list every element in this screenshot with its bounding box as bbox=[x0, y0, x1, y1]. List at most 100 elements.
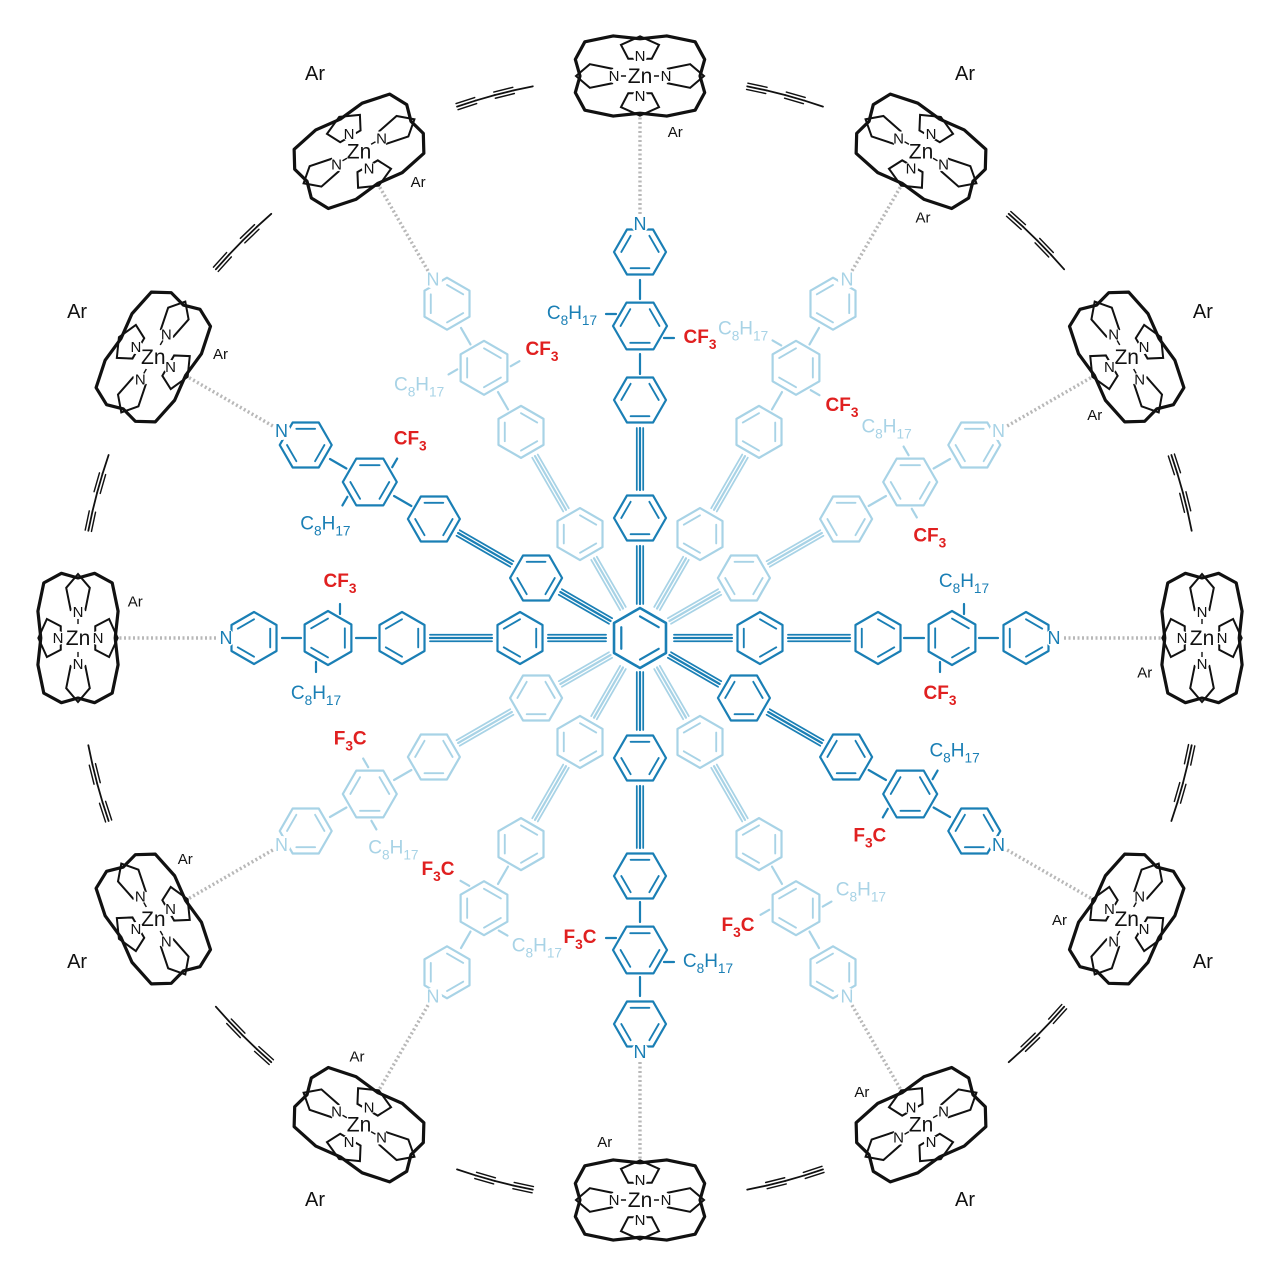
spoke-alkyne-outer-bond bbox=[767, 530, 821, 561]
cf3-bond bbox=[761, 910, 770, 915]
spoke-alkyne-inner-bond bbox=[671, 652, 721, 681]
octyl-label: C8H17 bbox=[512, 936, 562, 961]
porphyrin-n-label: N bbox=[926, 126, 937, 143]
porphyrin-n-label: N bbox=[1139, 921, 1150, 938]
cf3-label: CF3 bbox=[684, 327, 717, 352]
zn-label: Zn bbox=[347, 140, 372, 163]
octyl-label: C8H17 bbox=[683, 951, 733, 976]
pyridine-n-label: N bbox=[992, 835, 1005, 855]
porphyrin-n-label: N bbox=[364, 1099, 375, 1116]
aryl-label-inner: Ar bbox=[128, 594, 143, 611]
spoke-alkyne-inner bbox=[657, 558, 686, 608]
spoke-alkyne-outer-bond bbox=[767, 715, 821, 746]
spoke-alkyne-inner-bond bbox=[591, 560, 620, 610]
spoke-biaryl-bond bbox=[810, 932, 820, 948]
octyl-bond bbox=[342, 497, 347, 506]
pyridine-n-label: N bbox=[427, 986, 440, 1006]
cf3-label: F3C bbox=[722, 915, 755, 940]
octyl-label: C8H17 bbox=[300, 514, 350, 539]
pyridine-n-label: N bbox=[275, 421, 288, 441]
spoke-alkyne-outer-bond bbox=[770, 536, 824, 567]
spoke-biaryl-bond bbox=[498, 392, 508, 409]
butadiyne-link-single bbox=[103, 455, 109, 474]
spoke-alkyne-outer-bond bbox=[770, 709, 824, 740]
butadiyne-link-single bbox=[785, 1175, 804, 1180]
spoke-alkyne-outer-bond bbox=[717, 458, 748, 512]
pyridine-n-label: N bbox=[220, 628, 233, 648]
porphyrin-n-label: N bbox=[161, 933, 172, 950]
butadiyne-link-single bbox=[1009, 1049, 1024, 1062]
zn-label: Zn bbox=[1114, 908, 1139, 931]
butadiyne-link bbox=[103, 802, 109, 821]
spoke-alkyne-inner-bond bbox=[654, 557, 683, 607]
cf3-bond bbox=[811, 390, 820, 395]
butadiyne-link-single bbox=[1188, 512, 1192, 531]
spoke-alkyne-inner bbox=[657, 667, 686, 717]
template-spokes: NCF3C8H17NCF3C8H17NCF3C8H17NCF3C8H17NF3C… bbox=[92, 90, 1188, 1186]
spoke-biaryl-bond bbox=[810, 328, 820, 344]
octyl-label: C8H17 bbox=[368, 838, 418, 863]
butadiyne-link-single bbox=[457, 1169, 476, 1175]
spoke-alkyne-outer-bond bbox=[460, 530, 514, 561]
porphyrin-n-label: N bbox=[635, 1172, 646, 1189]
porphyrin-n-label: N bbox=[161, 326, 172, 343]
porphyrin-n-label: N bbox=[938, 1104, 949, 1121]
porphyrin-n-label: N bbox=[926, 1134, 937, 1151]
spoke-alkyne-outer bbox=[535, 456, 566, 510]
butadiyne-link bbox=[804, 1169, 823, 1175]
porphyrin-n-label: N bbox=[93, 630, 104, 647]
cf3-label: CF3 bbox=[825, 395, 858, 420]
porphyrin-n-label: N bbox=[73, 656, 84, 673]
butadiyne-link-single bbox=[92, 493, 97, 512]
porphyrin-n-label: N bbox=[635, 48, 646, 65]
cf3-bond bbox=[392, 459, 397, 468]
zn-label: Zn bbox=[347, 1113, 372, 1136]
porphyrin-n-label: N bbox=[331, 1104, 342, 1121]
butadiyne-link-single bbox=[514, 86, 533, 90]
spoke-alkyne-inner-bond bbox=[654, 669, 683, 719]
porphyrin-n-label: N bbox=[661, 1192, 672, 1209]
spoke-alkyne-inner-bond bbox=[562, 589, 612, 618]
spoke-alkyne-outer bbox=[535, 766, 566, 820]
butadiyne-link bbox=[1171, 455, 1177, 474]
butadiyne-link-single bbox=[1051, 255, 1064, 270]
pyridine-n-label: N bbox=[634, 1042, 647, 1062]
octyl-label: C8H17 bbox=[939, 571, 989, 596]
spoke-alkyne-inner-bond bbox=[671, 595, 721, 624]
porphyrin-n-label: N bbox=[1177, 630, 1188, 647]
spoke-biaryl-bond bbox=[330, 808, 346, 818]
butadiyne-link-single bbox=[88, 745, 92, 764]
cf3-label: F3C bbox=[564, 927, 597, 952]
butadiyne-link-single bbox=[229, 241, 243, 255]
spoke-biaryl-bond bbox=[869, 496, 886, 506]
spoke-alkyne-outer-bond bbox=[457, 709, 511, 740]
butadiyne-ring-links bbox=[85, 83, 1195, 1193]
spoke-alkyne-inner-bond bbox=[591, 666, 620, 716]
spoke-biaryl-bond bbox=[461, 932, 471, 948]
spoke-alkyne-outer-bond bbox=[711, 768, 742, 822]
spoke-alkyne-outer-bond bbox=[538, 768, 569, 822]
butadiyne-link-single bbox=[495, 1181, 514, 1186]
porphyrin-n-label: N bbox=[1104, 901, 1115, 918]
porphyrin-n-label: N bbox=[1108, 933, 1119, 950]
butadiyne-link-single bbox=[243, 1035, 257, 1049]
porphyrin-n-label: N bbox=[135, 371, 146, 388]
butadiyne-link-single bbox=[257, 214, 272, 227]
spoke-alkyne-inner-bond bbox=[668, 589, 718, 618]
porphyrin-n-label: N bbox=[635, 88, 646, 105]
zn-label: Zn bbox=[1190, 627, 1215, 650]
spoke-alkyne-outer-bond bbox=[538, 455, 569, 509]
octyl-label: C8H17 bbox=[394, 374, 444, 399]
octyl-bond bbox=[933, 771, 938, 780]
spoke-alkyne-outer-bond bbox=[460, 715, 514, 746]
octyl-bond bbox=[499, 931, 508, 936]
